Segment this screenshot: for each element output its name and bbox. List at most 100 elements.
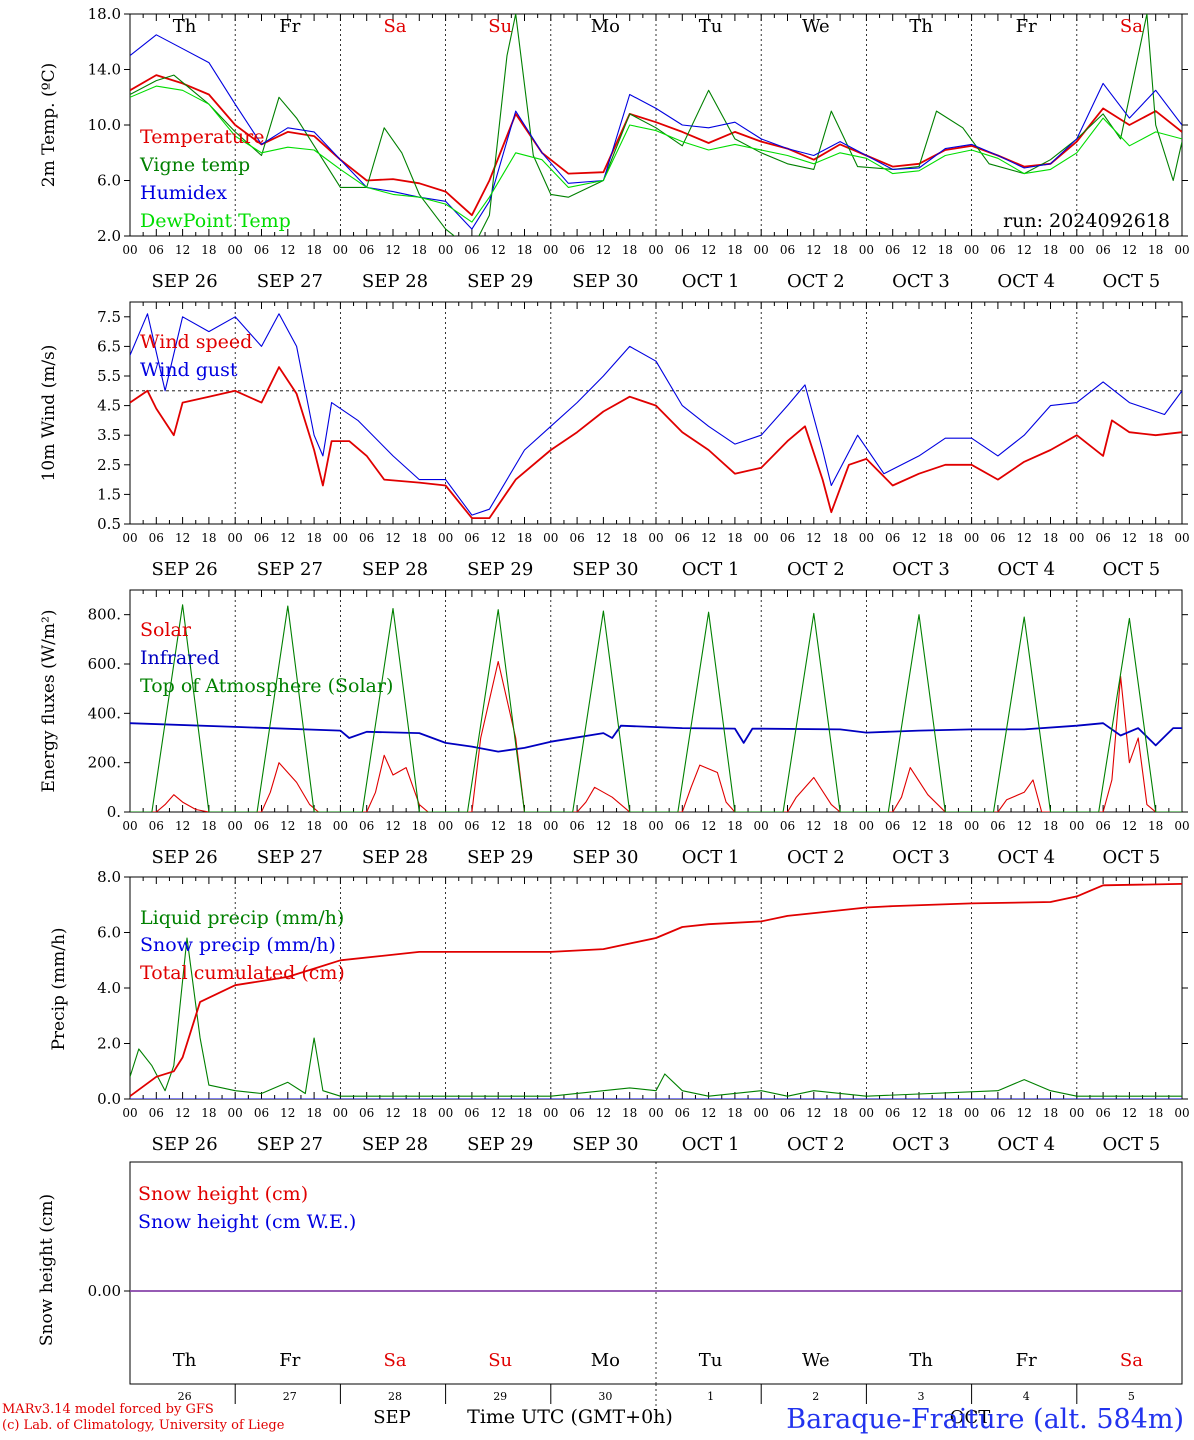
- weekday-label: Sa: [383, 16, 406, 37]
- hour-tick-label: 18: [1148, 819, 1163, 833]
- hour-tick-label: 06: [885, 1106, 900, 1120]
- day-label: OCT 1: [682, 271, 740, 292]
- series-line-dewpoint-temp: [130, 85, 1182, 223]
- day-label: SEP 29: [467, 1134, 533, 1155]
- hour-tick-label: 00: [1174, 819, 1189, 833]
- hour-tick-label: 12: [280, 819, 295, 833]
- hour-tick-label: 12: [911, 531, 926, 545]
- station-label: Baraque-Fraiture (alt. 584m): [786, 1404, 1184, 1435]
- hour-tick-label: 00: [333, 531, 348, 545]
- hour-tick-label: 12: [280, 531, 295, 545]
- hour-tick-label: 00: [122, 819, 137, 833]
- legend-snow-height-we: Snow height (cm W.E.): [138, 1211, 356, 1233]
- model-credit-line1: MARv3.14 model forced by GFS: [2, 1402, 214, 1417]
- weekday-label: Th: [909, 1350, 933, 1371]
- weekday-label: Fr: [1016, 16, 1037, 37]
- precip-marks: 8.06.04.02.00.000 06 12 18 00 06 12 18 00 06 12 18 0…: [97, 868, 1190, 1155]
- day-label: OCT 2: [787, 271, 845, 292]
- y-tick-label: 8.0: [97, 868, 121, 886]
- weekday-label: Tu: [699, 1350, 723, 1371]
- hour-tick-label: 18: [622, 243, 637, 257]
- legend-wind-gust: Wind gust: [140, 359, 238, 381]
- day-label: OCT 3: [892, 559, 950, 580]
- hour-tick-label: 12: [491, 243, 506, 257]
- hour-tick-label: 00: [754, 531, 769, 545]
- hour-tick-label: 18: [622, 531, 637, 545]
- hour-tick-label: 18: [412, 1106, 427, 1120]
- hour-tick-label: 06: [254, 531, 269, 545]
- hour-tick-label: 12: [701, 243, 716, 257]
- day-label: OCT 5: [1103, 271, 1161, 292]
- temperature-marks: 18.014.010.06.02.000 06 12 18 00 06 12 18 00 06 12…: [88, 5, 1190, 292]
- hour-tick-label: 12: [1122, 243, 1137, 257]
- legend-dewpoint-temp: DewPoint Temp: [140, 210, 291, 232]
- hour-tick-label: 06: [359, 243, 374, 257]
- day-number-label: 26: [178, 1390, 192, 1403]
- hour-tick-label: 18: [517, 1106, 532, 1120]
- hour-tick-label: 00: [754, 819, 769, 833]
- y-tick-label: 6.5: [97, 337, 121, 355]
- hour-tick-label: 00: [438, 531, 453, 545]
- hour-tick-label: 18: [832, 531, 847, 545]
- energy-y-label: Energy fluxes (W/m²): [39, 610, 59, 793]
- y-tick-label: 0.00: [88, 1282, 121, 1300]
- series-line-top-of-atmosphere-solar: [130, 604, 1182, 812]
- weekday-label: Fr: [1016, 1350, 1037, 1371]
- y-tick-label: 14.0: [88, 61, 121, 79]
- hour-tick-label: 00: [543, 1106, 558, 1120]
- hour-tick-label: 12: [175, 819, 190, 833]
- legend-total-cumulated: Total cumulated (cm): [140, 962, 345, 984]
- hour-tick-label: 12: [1122, 819, 1137, 833]
- day-number-label: 3: [918, 1390, 925, 1403]
- y-tick-label: 2.5: [97, 456, 121, 474]
- hour-tick-label: 00: [438, 243, 453, 257]
- hour-tick-label: 12: [385, 531, 400, 545]
- day-label: OCT 2: [787, 847, 845, 868]
- y-tick-label: 6.0: [97, 172, 121, 190]
- legend-snow-precip: Snow precip (mm/h): [140, 934, 336, 956]
- hour-tick-label: 12: [806, 531, 821, 545]
- day-label: SEP 28: [362, 1134, 428, 1155]
- weekday-label: Th: [909, 16, 933, 37]
- hour-tick-label: 00: [333, 819, 348, 833]
- series-line-wind-speed: [130, 366, 1182, 519]
- day-label: SEP 28: [362, 847, 428, 868]
- hour-tick-label: 18: [201, 819, 216, 833]
- hour-tick-label: 18: [1043, 1106, 1058, 1120]
- hour-tick-label: 00: [122, 1106, 137, 1120]
- hour-tick-label: 00: [859, 819, 874, 833]
- run-label: run: 2024092618: [1003, 210, 1170, 232]
- y-tick-label: 0.5: [97, 515, 121, 533]
- y-tick-label: 6.0: [97, 924, 121, 942]
- hour-tick-label: 12: [911, 819, 926, 833]
- hour-tick-label: 06: [780, 1106, 795, 1120]
- day-label: SEP 27: [257, 1134, 323, 1155]
- day-number-label: 4: [1023, 1390, 1030, 1403]
- weekday-label: Sa: [383, 1350, 406, 1371]
- hour-tick-label: 06: [675, 531, 690, 545]
- hour-tick-label: 06: [675, 1106, 690, 1120]
- day-label: OCT 1: [682, 847, 740, 868]
- hour-tick-label: 18: [832, 819, 847, 833]
- day-label: OCT 4: [997, 271, 1055, 292]
- weekday-label: Su: [488, 1350, 512, 1371]
- hour-tick-label: 00: [859, 531, 874, 545]
- weekday-label: Fr: [279, 1350, 300, 1371]
- day-number-label: 29: [493, 1390, 507, 1403]
- model-credit-line2: (c) Lab. of Climatology, University of L…: [2, 1418, 285, 1433]
- series-line-wind-gust: [130, 313, 1182, 516]
- y-tick-label: 400.: [88, 704, 121, 722]
- hour-tick-label: 00: [859, 243, 874, 257]
- series-line-liquid-precip-mm-h: [130, 937, 1182, 1097]
- hour-tick-label: 06: [1095, 819, 1110, 833]
- hour-tick-label: 18: [938, 531, 953, 545]
- day-label: SEP 26: [151, 847, 217, 868]
- day-label: SEP 29: [467, 559, 533, 580]
- hour-tick-label: 12: [596, 531, 611, 545]
- hour-tick-label: 12: [491, 819, 506, 833]
- energy-marks: 800.600.400.200.0.00 06 12 18 00 06 12 18 00 06 12…: [88, 590, 1190, 868]
- hour-tick-label: 18: [517, 243, 532, 257]
- snow-y-label: Snow height (cm): [37, 1194, 57, 1346]
- day-label: SEP 30: [572, 1134, 638, 1155]
- hour-tick-label: 12: [491, 531, 506, 545]
